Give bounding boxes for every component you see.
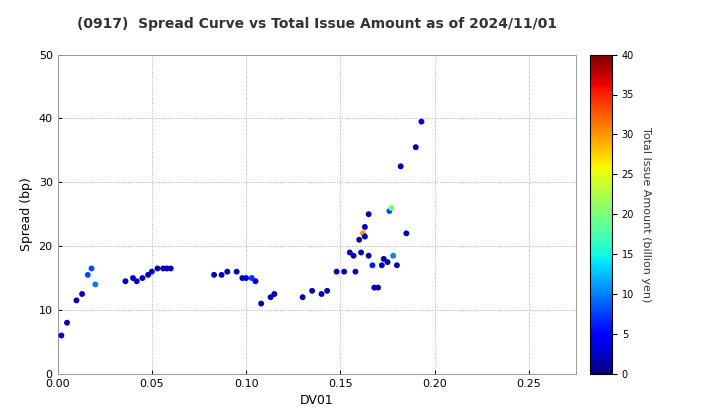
Point xyxy=(216,271,228,278)
Point xyxy=(82,271,94,278)
Point xyxy=(359,223,371,230)
Point xyxy=(385,205,397,211)
Point xyxy=(359,233,371,240)
Point xyxy=(338,268,350,275)
Point xyxy=(250,278,261,285)
Point xyxy=(231,268,243,275)
Point xyxy=(330,268,342,275)
Point xyxy=(146,268,158,275)
Point xyxy=(237,275,248,281)
Point xyxy=(306,287,318,294)
Point xyxy=(363,211,374,218)
Point xyxy=(165,265,176,272)
Point xyxy=(265,294,276,301)
Point xyxy=(321,287,333,294)
Point xyxy=(256,300,267,307)
Point xyxy=(297,294,308,301)
Point xyxy=(372,284,384,291)
Point xyxy=(376,262,387,269)
Point xyxy=(131,278,143,285)
Point xyxy=(161,265,173,272)
Point xyxy=(61,319,73,326)
Point xyxy=(127,275,139,281)
Point xyxy=(86,265,97,272)
Point xyxy=(395,163,407,170)
Point xyxy=(316,291,328,297)
Point xyxy=(366,262,378,269)
Point xyxy=(378,255,390,262)
Point xyxy=(415,118,427,125)
Point xyxy=(89,281,101,288)
Point xyxy=(158,265,169,272)
Text: (0917)  Spread Curve vs Total Issue Amount as of 2024/11/01: (0917) Spread Curve vs Total Issue Amoun… xyxy=(77,17,557,31)
Point xyxy=(344,249,356,256)
Point xyxy=(71,297,82,304)
Point xyxy=(208,271,220,278)
Point xyxy=(152,265,163,272)
Point xyxy=(354,236,365,243)
Point xyxy=(357,230,369,237)
Point xyxy=(240,275,252,281)
Point xyxy=(382,259,393,265)
Point xyxy=(391,262,402,269)
Point xyxy=(410,144,421,150)
Point xyxy=(369,284,380,291)
Point xyxy=(55,332,67,339)
Point xyxy=(246,275,258,281)
Point xyxy=(363,252,374,259)
Point xyxy=(143,271,154,278)
Point xyxy=(137,275,148,281)
Point xyxy=(222,268,233,275)
X-axis label: DV01: DV01 xyxy=(300,394,333,407)
Point xyxy=(350,268,361,275)
Y-axis label: Total Issue Amount (billion yen): Total Issue Amount (billion yen) xyxy=(641,126,651,302)
Point xyxy=(400,230,412,237)
Point xyxy=(384,207,395,214)
Point xyxy=(76,291,88,297)
Y-axis label: Spread (bp): Spread (bp) xyxy=(20,177,33,251)
Point xyxy=(269,291,280,297)
Point xyxy=(348,252,359,259)
Point xyxy=(387,252,399,259)
Point xyxy=(356,249,367,256)
Point xyxy=(120,278,131,285)
